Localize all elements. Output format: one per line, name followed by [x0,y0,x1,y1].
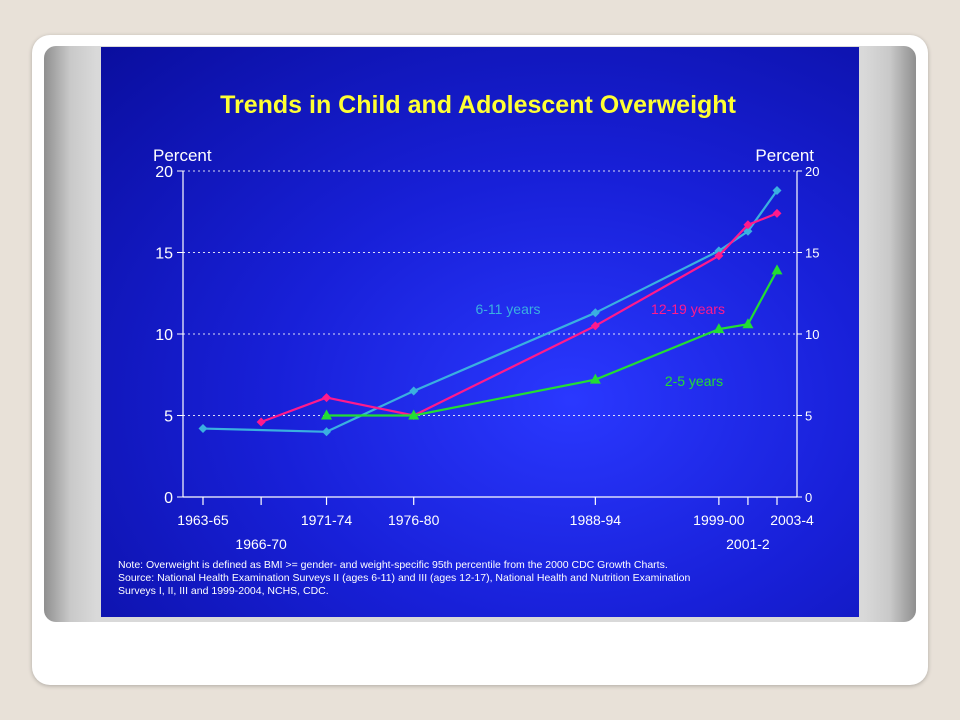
x-tick-label: 1971-74 [301,512,353,528]
x-tick-label: 2003-4 [770,512,814,528]
x-tick-label: 1999-00 [693,512,745,528]
data-point-diamond [198,424,208,434]
x-tick-label: 2001-2 [726,536,770,552]
note-line: Note: Overweight is defined as BMI >= ge… [118,559,668,571]
y-tick-label-left: 10 [155,327,173,344]
data-point-triangle [321,409,333,420]
y-tick-label-left: 20 [155,164,173,181]
y-tick-label-right: 20 [805,164,819,179]
data-point-diamond [322,427,332,437]
data-point-diamond [590,321,600,331]
source-line: Surveys I, II, III and 1999-2004, NCHS, … [118,585,329,597]
data-point-triangle [771,264,783,275]
chart-note: Note: Overweight is defined as BMI >= ge… [118,559,818,598]
series-label: 12-19 years [651,301,725,317]
data-point-diamond [743,226,753,236]
y-tick-label-right: 15 [805,246,819,261]
data-point-triangle [589,373,601,384]
y-tick-label-left: 5 [164,409,173,426]
data-point-diamond [772,208,782,218]
y-tick-label-right: 5 [805,409,812,424]
series-label: 6-11 years [475,301,540,317]
data-point-diamond [590,308,600,318]
series-line [260,212,778,424]
x-tick-label: 1988-94 [570,512,622,528]
source-line: Source: National Health Examination Surv… [118,572,691,584]
x-tick-label: 1976-80 [388,512,440,528]
x-tick-label: 1963-65 [177,512,229,528]
y-tick-label-right: 0 [805,490,812,505]
data-point-diamond [409,386,419,396]
series-label: 2-5 years [665,373,723,389]
y-tick-label-right: 10 [805,327,819,342]
data-point-triangle [742,318,754,329]
data-point-diamond [322,393,332,403]
data-point-diamond [743,220,753,230]
y-tick-label-left: 0 [164,490,173,507]
x-tick-label: 1966-70 [235,536,287,552]
slide-background [101,47,859,617]
y-tick-label-left: 15 [155,246,173,263]
data-point-triangle [713,323,725,334]
y-axis-label-left: Percent [153,146,212,165]
data-point-diamond [772,186,782,196]
data-point-diamond [256,417,266,427]
data-point-triangle [408,409,420,420]
chart-title: Trends in Child and Adolescent Overweigh… [220,91,736,119]
series-line [326,269,778,417]
data-point-diamond [714,251,724,261]
y-axis-label-right: Percent [755,146,814,165]
